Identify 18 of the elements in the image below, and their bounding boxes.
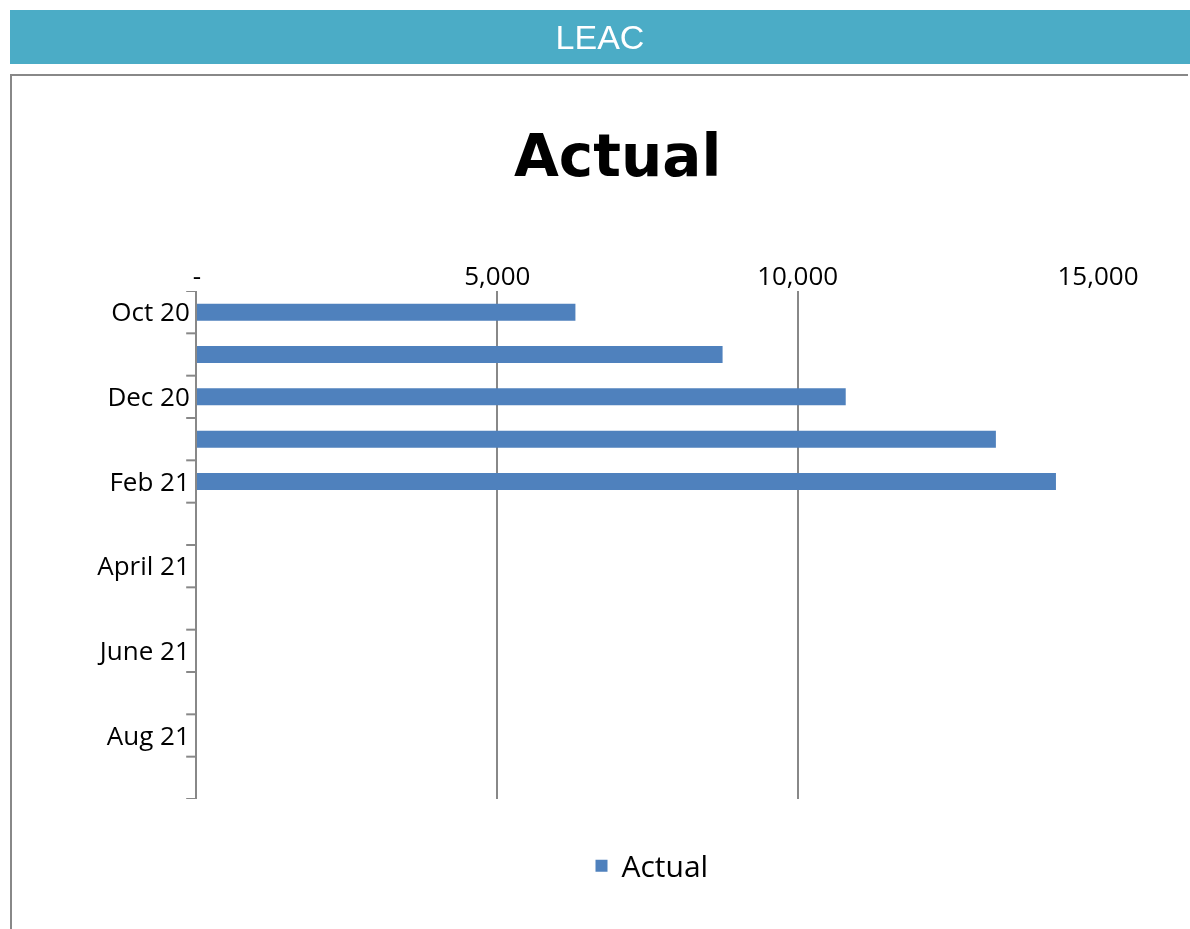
x-tick-label: - [192, 256, 202, 293]
y-tick-label: Oct 20 [111, 293, 190, 330]
x-tick-label: 5,000 [464, 256, 531, 293]
y-tick-label: June 21 [96, 631, 190, 668]
bar [197, 346, 723, 363]
bar [197, 303, 576, 321]
y-tick-label: April 21 [97, 547, 190, 584]
bar [197, 473, 1056, 490]
bar [197, 388, 846, 406]
y-tick-label: Dec 20 [107, 377, 190, 414]
y-tick-label: Feb 21 [109, 462, 190, 499]
x-tick-label: 10,000 [757, 256, 839, 293]
chart-subtitle: LEAC [10, 10, 1190, 64]
bar [197, 430, 996, 448]
chart-title: Actual [513, 122, 722, 191]
legend-label: Actual [621, 845, 709, 887]
x-tick-label: 15,000 [1057, 256, 1139, 293]
y-tick-label: Aug 21 [106, 716, 190, 753]
